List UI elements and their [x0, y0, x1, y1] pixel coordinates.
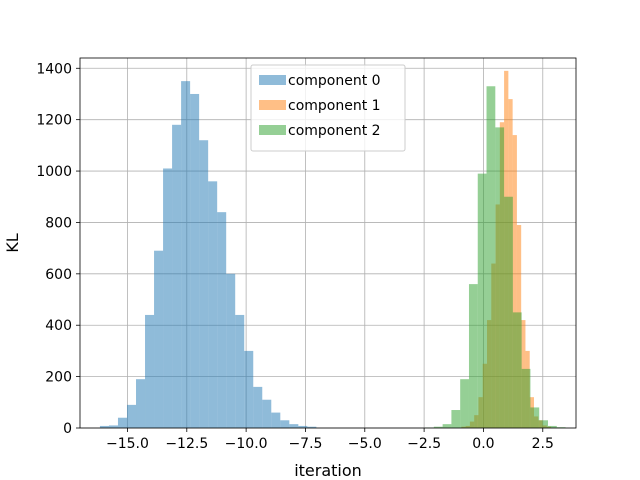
y-tick-label: 400 — [45, 318, 72, 334]
histogram-bar-component-0 — [271, 412, 281, 428]
x-tick-label: −12.5 — [165, 436, 208, 452]
histogram-bar-component-2 — [504, 196, 513, 428]
histogram-bar-component-2 — [486, 86, 496, 428]
histogram-bar-component-0 — [235, 314, 245, 428]
histogram-bar-component-2 — [539, 420, 548, 428]
histogram-bar-component-0 — [226, 273, 236, 428]
histogram-bar-component-2 — [433, 426, 443, 428]
histogram-bar-component-2 — [512, 312, 522, 428]
histogram-bar-component-0 — [108, 425, 118, 428]
histogram-bar-component-2 — [521, 368, 531, 428]
y-tick-label: 1400 — [36, 61, 72, 77]
histogram-bar-component-2 — [477, 173, 487, 428]
y-tick-label: 1000 — [36, 164, 72, 180]
histogram-bar-component-0 — [99, 425, 109, 428]
x-axis-label: iteration — [294, 461, 362, 480]
y-tick-label: 0 — [63, 421, 72, 437]
legend-swatch — [259, 100, 286, 110]
histogram-bar-component-0 — [199, 140, 209, 428]
histogram-bar-component-0 — [154, 250, 164, 428]
histogram-bar-component-0 — [181, 81, 191, 428]
histogram-bar-component-2 — [547, 425, 557, 428]
histogram-bar-component-0 — [208, 181, 218, 428]
legend-swatch — [259, 75, 286, 85]
x-tick-label: 0.0 — [472, 436, 494, 452]
legend-box — [250, 64, 406, 152]
histogram-bar-component-2 — [460, 379, 469, 428]
y-axis: 0 200 400 600 800 1000 1200 1400 — [36, 61, 80, 437]
histogram-bar-component-0 — [289, 424, 299, 428]
histogram-bar-component-2 — [495, 127, 505, 428]
histogram-bar-component-0 — [172, 124, 182, 429]
y-tick-label: 800 — [45, 215, 72, 231]
y-tick-label: 200 — [45, 370, 72, 386]
x-tick-label: −15.0 — [106, 436, 149, 452]
histogram-bar-component-2 — [442, 424, 452, 428]
y-tick-label: 1200 — [36, 113, 72, 129]
legend-swatch — [259, 125, 286, 135]
histogram-bar-component-0 — [298, 425, 308, 428]
plot-frame — [79, 57, 577, 429]
histogram-bar-component-0 — [280, 420, 290, 428]
y-axis-label: KL — [3, 233, 22, 252]
legend-label: component 1 — [288, 98, 381, 114]
histogram-bar-component-2 — [530, 407, 540, 428]
x-tick-label: −7.5 — [288, 436, 322, 452]
histogram-bar-component-0 — [217, 212, 227, 428]
bars-layer — [99, 70, 566, 429]
histogram-bar-component-0 — [126, 404, 137, 428]
histogram-bar-component-2 — [468, 284, 478, 428]
histogram-bar-component-1 — [512, 135, 517, 429]
x-tick-label: 2.5 — [532, 436, 554, 452]
legend-label: component 2 — [288, 123, 381, 139]
x-axis: −15.0 −12.5 −10.0 −7.5 −5.0 −2.5 0.0 2.5 — [106, 428, 554, 452]
x-tick-label: −2.5 — [407, 436, 441, 452]
histogram-bar-component-0 — [253, 386, 263, 428]
histogram-bar-component-2 — [451, 410, 461, 428]
histogram-bar-component-0 — [190, 93, 200, 428]
y-tick-label: 600 — [45, 267, 72, 283]
histogram-bar-component-0 — [145, 314, 155, 428]
legend-label: component 0 — [288, 73, 381, 89]
histogram-bar-component-0 — [244, 350, 254, 428]
legend: component 0 component 1 component 2 — [250, 64, 406, 152]
histogram-bar-component-0 — [117, 417, 127, 428]
histogram-bar-component-0 — [163, 168, 173, 428]
histogram-bar-component-0 — [262, 399, 272, 428]
histogram-bar-component-0 — [307, 426, 317, 428]
x-tick-label: −5.0 — [348, 436, 382, 452]
histogram-bar-component-0 — [136, 379, 146, 428]
x-tick-label: −10.0 — [225, 436, 268, 452]
